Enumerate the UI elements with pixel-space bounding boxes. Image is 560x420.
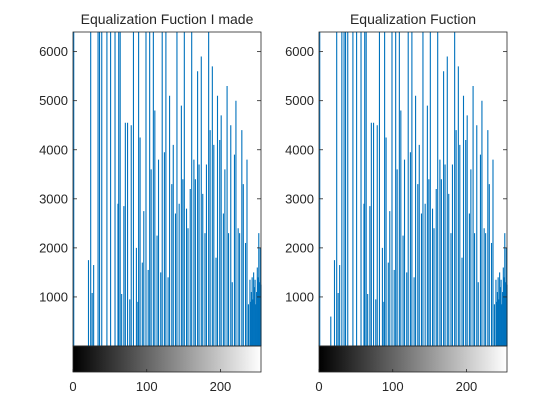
y-tick-label: 3000 bbox=[39, 191, 68, 206]
axes-box bbox=[72, 31, 262, 347]
x-tick-label: 0 bbox=[69, 379, 76, 394]
y-tick-label: 4000 bbox=[39, 142, 68, 157]
y-tick-label: 1000 bbox=[285, 289, 314, 304]
grayscale-colorbar bbox=[72, 345, 262, 373]
x-tick-label: 100 bbox=[136, 379, 158, 394]
y-tick-label: 1000 bbox=[39, 289, 68, 304]
x-tick-label: 200 bbox=[456, 379, 478, 394]
chart-title: Equalization Fuction bbox=[350, 11, 476, 27]
y-tick-label: 6000 bbox=[285, 44, 314, 59]
subplot-1: 1000 2000 3000 4000 5000 6000 0 100 200 Equalizat… bbox=[39, 11, 262, 394]
y-tick-label: 3000 bbox=[285, 191, 314, 206]
histogram-bars bbox=[319, 32, 508, 346]
y-tick-label: 4000 bbox=[285, 142, 314, 157]
grayscale-colorbar bbox=[318, 345, 508, 373]
plot-area bbox=[319, 32, 507, 346]
x-tick-label: 0 bbox=[315, 379, 322, 394]
y-tick-label: 6000 bbox=[39, 44, 68, 59]
y-tick-label: 5000 bbox=[285, 93, 314, 108]
y-tick-label: 2000 bbox=[39, 240, 68, 255]
y-tick-label: 5000 bbox=[39, 93, 68, 108]
plot-area bbox=[73, 32, 261, 346]
subplot-2: 1000 2000 3000 4000 5000 6000 0 100 200 Equalizat… bbox=[285, 11, 508, 394]
axes-box bbox=[318, 31, 508, 347]
histogram-bars bbox=[73, 32, 262, 346]
x-tick-label: 200 bbox=[210, 379, 232, 394]
y-tick-label: 2000 bbox=[285, 240, 314, 255]
chart-title: Equalization Fuction I made bbox=[81, 11, 254, 27]
x-tick-label: 100 bbox=[382, 379, 404, 394]
